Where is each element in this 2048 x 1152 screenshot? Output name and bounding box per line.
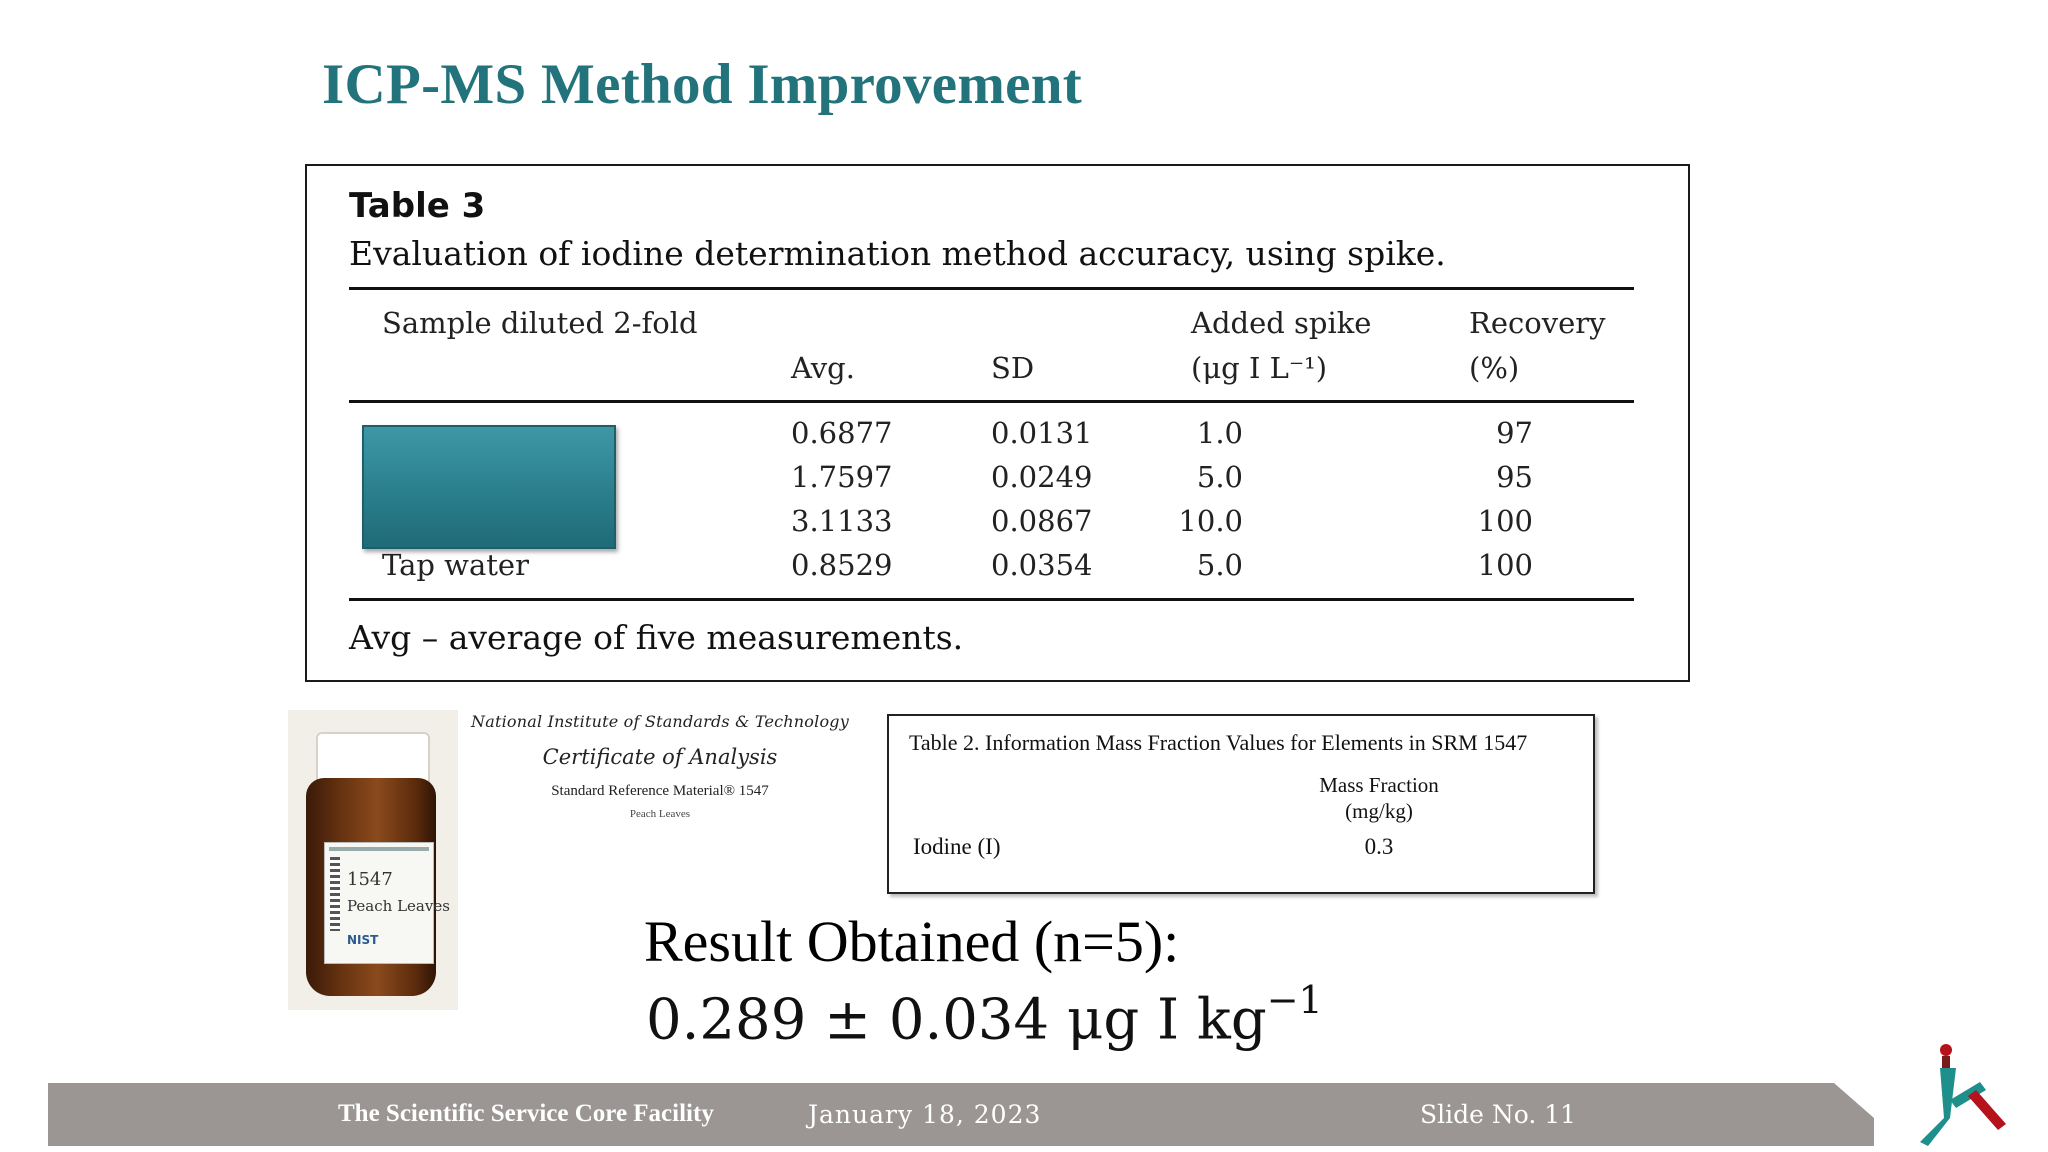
table2-col-line2: (mg/kg)	[1345, 799, 1413, 823]
row3-avg: 3.1133	[791, 504, 893, 538]
table3-label: Table 3	[349, 186, 486, 226]
table3-header-rule	[349, 400, 1634, 403]
row4-sd: 0.0354	[991, 548, 1093, 582]
header-added-spike-unit: (μg I L⁻¹)	[1191, 351, 1328, 385]
table3-caption: Evaluation of iodine determination metho…	[349, 234, 1446, 273]
table2-column-header: Mass Fraction (mg/kg)	[1289, 772, 1469, 824]
header-avg: Avg.	[791, 351, 855, 385]
table3-top-rule	[349, 287, 1634, 290]
certificate-material: Peach Leaves	[629, 808, 691, 820]
barcode-icon	[330, 857, 340, 931]
row2-avg: 1.7597	[791, 460, 893, 494]
row3-sd: 0.0867	[991, 504, 1093, 538]
certificate-institute: National Institute of Standards & Techno…	[471, 712, 849, 731]
table3-figure: Table 3 Evaluation of iodine determinati…	[305, 164, 1690, 682]
result-title: Result Obtained (n=5):	[644, 909, 1180, 974]
bottle-label: 1547 Peach Leaves NIST	[324, 842, 450, 964]
bottle-cap	[316, 732, 430, 784]
footer-org: The Scientific Service Core Facility	[338, 1100, 714, 1127]
result-exponent: −1	[1266, 978, 1323, 1022]
row4-spike: 5.0	[1196, 548, 1243, 582]
table2-element: Iodine (I)	[913, 834, 1001, 859]
result-value: 0.289 ± 0.034 μg I kg−1	[646, 978, 1323, 1053]
table3-bottom-rule	[349, 598, 1634, 601]
row2-spike: 5.0	[1196, 460, 1243, 494]
certificate-header: National Institute of Standards & Techno…	[470, 712, 850, 820]
facility-logo-icon	[1920, 1044, 2006, 1146]
footer-bar	[48, 1083, 1874, 1146]
srm-bottle-image: 1547 Peach Leaves NIST	[288, 710, 458, 1010]
table2-figure: Table 2. Information Mass Fraction Value…	[887, 714, 1595, 894]
header-recovery-unit: (%)	[1469, 351, 1520, 385]
certificate-srm: Standard Reference Material® 1547	[551, 783, 769, 799]
row1-spike: 1.0	[1196, 416, 1243, 450]
bottle-label-name: Peach Leaves	[347, 897, 450, 915]
row1-avg: 0.6877	[791, 416, 893, 450]
table2-value: 0.3	[1364, 834, 1394, 859]
slide-title: ICP-MS Method Improvement	[322, 53, 1083, 116]
certificate-title: Certificate of Analysis	[542, 745, 778, 769]
row2-recovery: 95	[1496, 460, 1533, 494]
bottle-label-number: 1547	[347, 869, 393, 890]
row3-recovery: 100	[1477, 504, 1533, 538]
table2-col-line1: Mass Fraction	[1319, 773, 1439, 797]
row3-spike: 10.0	[1178, 504, 1243, 538]
result-number: 0.289 ± 0.034 μg I kg	[646, 987, 1267, 1053]
row2-sd: 0.0249	[991, 460, 1093, 494]
header-sd: SD	[991, 351, 1035, 385]
table3-footnote: Avg – average of five measurements.	[349, 618, 964, 657]
row1-sd: 0.0131	[991, 416, 1093, 450]
bottle-label-brand: NIST	[347, 933, 379, 947]
row1-recovery: 97	[1496, 416, 1533, 450]
footer-slide-number: Slide No. 11	[1420, 1100, 1577, 1129]
row4-sample: Tap water	[382, 548, 529, 582]
row4-avg: 0.8529	[791, 548, 893, 582]
footer-date: January 18, 2023	[808, 1100, 1042, 1129]
header-recovery: Recovery	[1469, 306, 1606, 340]
header-added-spike: Added spike	[1191, 306, 1372, 340]
row4-recovery: 100	[1477, 548, 1533, 582]
header-sample: Sample diluted 2-fold	[382, 306, 698, 340]
redaction-overlay	[362, 425, 616, 549]
table2-title: Table 2. Information Mass Fraction Value…	[909, 730, 1528, 755]
